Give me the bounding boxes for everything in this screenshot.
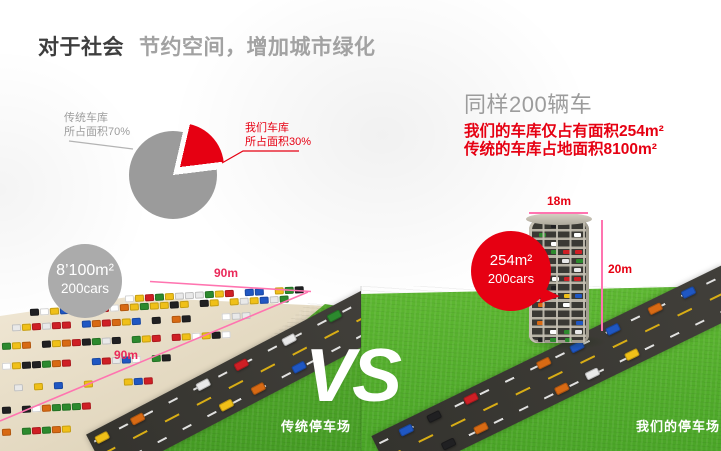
comparison-line-ours: 我们的车库仅占有面积254m² <box>464 123 664 140</box>
dim-label-90m-top: 90m <box>213 266 239 280</box>
car-tower-roof <box>526 213 592 225</box>
page-title: 对于社会 节约空间，增加城市绿化 <box>38 31 376 61</box>
pie-leader-gray <box>68 140 134 150</box>
badge-area-value: 254m² <box>489 252 533 269</box>
area-badge-traditional: 8’100m² 200cars <box>48 244 122 318</box>
caption-ours: 我们的停车场 <box>636 419 721 434</box>
panel-divider <box>360 286 362 451</box>
dim-label-20m: 20m <box>608 262 633 276</box>
badge-cars-value: 200cars <box>487 271 535 286</box>
dim-label-90m-side: 90m <box>113 348 139 362</box>
pie-label-ours-value: 所占面积30% <box>245 136 312 148</box>
area-badge-ours: 254m² 200cars <box>471 231 551 311</box>
title-rest: 节约空间，增加城市绿化 <box>139 36 376 59</box>
pie-label-ours-name: 我们车库 <box>245 122 289 134</box>
vs-text: VS <box>305 333 402 417</box>
comparison-line-traditional: 传统的车库占地面积8100m² <box>464 141 657 158</box>
pie-leader-red <box>221 150 299 164</box>
pie-label-traditional: 传统车库 所占面积70% <box>64 111 130 139</box>
dim-line-90m-side <box>0 291 309 422</box>
comparison-heading: 同样200辆车 <box>464 92 593 117</box>
pie-label-traditional-value: 所占面积70% <box>64 126 131 138</box>
title-strong: 对于社会 <box>38 36 124 59</box>
dim-label-18m: 18m <box>546 194 572 208</box>
pie-label-traditional-name: 传统车库 <box>64 112 108 124</box>
dim-line-90m-top <box>149 280 312 293</box>
pie-slice-ours <box>136 123 224 211</box>
pie-label-ours: 我们车库 所占面积30% <box>245 121 311 149</box>
caption-traditional: 传统停车场 <box>281 419 352 434</box>
badge-area-value: 8’100m² <box>56 262 114 279</box>
badge-cars-value: 200cars <box>60 281 110 296</box>
